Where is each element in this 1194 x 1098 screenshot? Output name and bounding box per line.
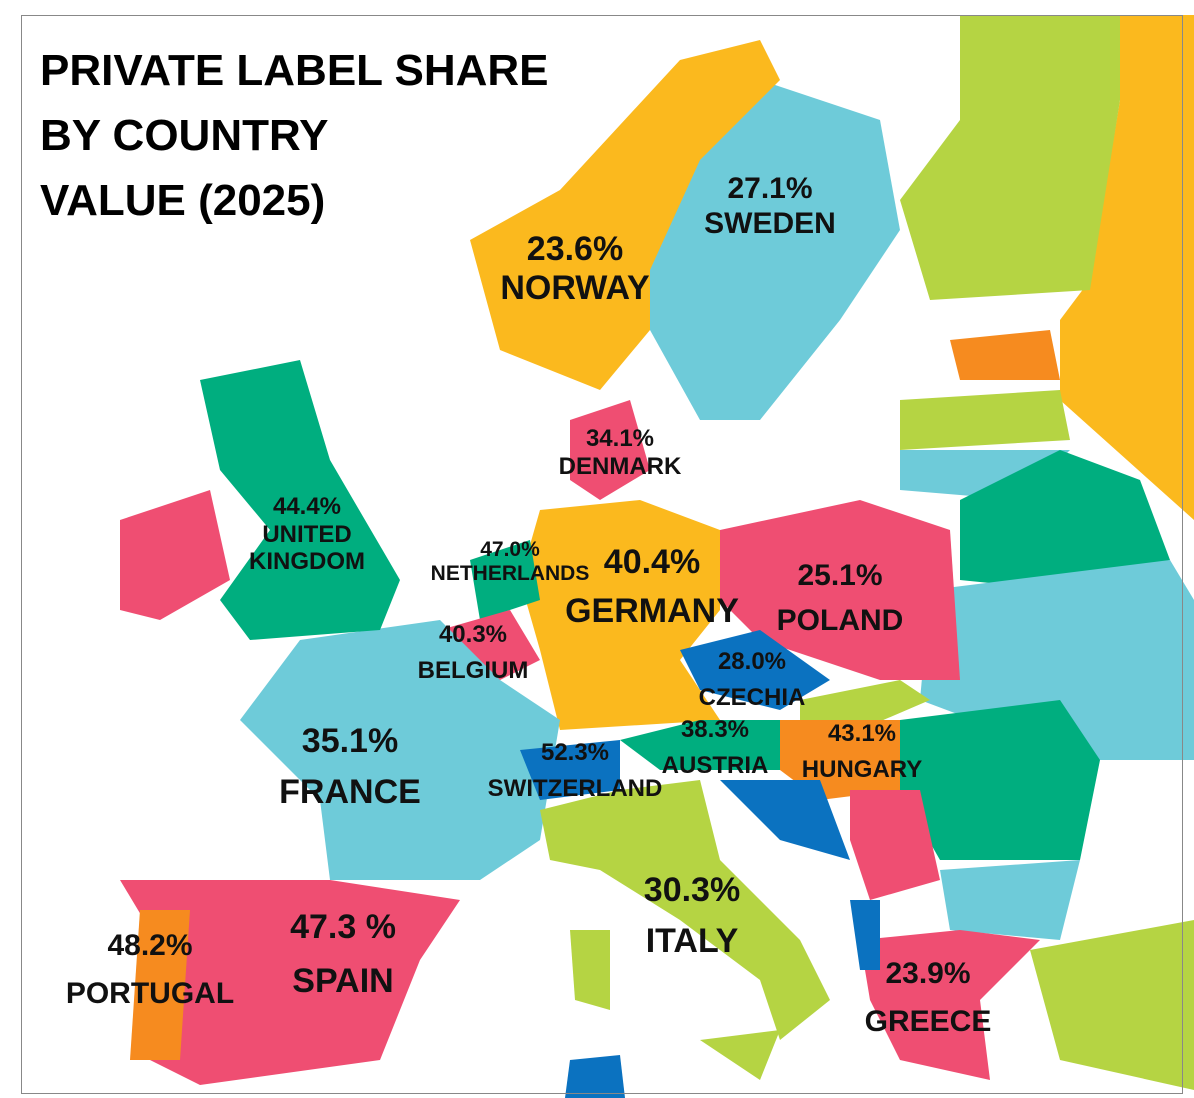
region-poland (720, 500, 960, 680)
value: 27.1% (727, 172, 813, 205)
label-austria: 38.3% AUSTRIA (662, 712, 769, 784)
region-greece (860, 930, 1040, 1080)
region-belarus (960, 450, 1170, 590)
value: 30.3% (643, 871, 741, 909)
value: 40.4% (603, 543, 701, 581)
name: BELGIUM (417, 657, 529, 684)
region-estonia (950, 330, 1060, 380)
label-portugal: 48.2% PORTUGAL (66, 922, 234, 1018)
name: DENMARK (558, 452, 682, 480)
region-slovakia (800, 680, 930, 730)
region-czechia (680, 630, 830, 710)
label-poland: 25.1% POLAND (777, 553, 904, 643)
region-sicily (700, 1030, 780, 1080)
name: CZECHIA (698, 684, 806, 711)
name: NETHERLANDS (430, 562, 590, 586)
region-serbia (850, 790, 940, 900)
value: 40.3% (438, 621, 508, 648)
region-belgium (440, 610, 540, 680)
title-line: VALUE (2025) (40, 176, 326, 225)
region-sweden (650, 80, 900, 420)
title-line: PRIVATE LABEL SHARE (40, 46, 549, 95)
label-denmark: 34.1% DENMARK (559, 425, 682, 480)
region-finland (900, 15, 1120, 300)
label-belgium: 40.3% BELGIUM (418, 617, 529, 689)
name: SWITZERLAND (487, 775, 663, 802)
name: ITALY (645, 922, 739, 960)
label-italy: 30.3% ITALY (644, 865, 740, 967)
label-hungary: 43.1% HUNGARY (802, 716, 922, 788)
name: NORWAY (500, 269, 650, 308)
map-title: PRIVATE LABEL SHARE BY COUNTRY VALUE (20… (40, 38, 549, 233)
region-bulgaria (940, 860, 1080, 940)
region-denmark (570, 400, 650, 500)
region-sardinia (570, 930, 610, 1010)
label-spain: 47.3 % SPAIN (290, 900, 396, 1009)
region-portugal (130, 910, 190, 1060)
name: SPAIN (292, 962, 394, 1001)
label-switzerland: 52.3% SWITZERLAND (488, 735, 663, 807)
label-germany: 40.4% GERMANY (565, 538, 739, 637)
region-norway (470, 40, 780, 390)
name: KINGDOM (249, 548, 365, 576)
region-netherlands (470, 540, 540, 620)
name: HUNGARY (801, 756, 923, 783)
label-france: 35.1% FRANCE (279, 716, 421, 818)
name: POLAND (776, 604, 904, 637)
label-greece: 23.9% GREECE (865, 950, 992, 1046)
value: 28.0% (717, 648, 787, 675)
region-austria (620, 720, 800, 770)
region-france (240, 620, 560, 880)
value: 52.3% (540, 739, 610, 766)
region-italy (540, 780, 830, 1040)
name: AUSTRIA (661, 752, 769, 779)
value: 25.1% (797, 559, 883, 592)
title-line: BY COUNTRY (40, 111, 329, 160)
value: 23.9% (885, 957, 971, 990)
name: FRANCE (279, 773, 421, 811)
region-turkey (1030, 920, 1194, 1090)
name: UNITED (262, 520, 352, 548)
value: 47.3 % (290, 908, 396, 946)
region-albania (850, 900, 880, 970)
region-corsica (565, 1055, 625, 1098)
region-latvia (900, 390, 1070, 450)
region-switzerland (520, 740, 620, 800)
value: 47.0% (480, 538, 540, 561)
region-ireland (120, 490, 230, 620)
region-uk (200, 360, 400, 640)
value: 23.6% (526, 230, 624, 268)
label-uk: 44.4% UNITED KINGDOM (249, 493, 365, 576)
value: 43.1% (827, 720, 897, 747)
label-netherlands: 47.0% NETHERLANDS (431, 538, 590, 586)
region-russia (1060, 15, 1194, 520)
value: 34.1% (585, 425, 655, 452)
region-spain (120, 880, 460, 1085)
name: PORTUGAL (65, 977, 235, 1010)
name: SWEDEN (704, 206, 836, 240)
value: 35.1% (301, 722, 399, 760)
label-sweden: 27.1% SWEDEN (704, 172, 836, 241)
name: GREECE (864, 1005, 992, 1038)
label-czechia: 28.0% CZECHIA (699, 644, 806, 716)
value: 38.3% (680, 716, 750, 743)
name: GERMANY (565, 592, 739, 631)
region-croatia (720, 780, 850, 860)
label-norway: 23.6% NORWAY (500, 230, 649, 308)
region-germany (520, 500, 720, 730)
value: 44.4% (272, 493, 342, 520)
region-romania (900, 700, 1100, 860)
value: 48.2% (107, 929, 193, 962)
